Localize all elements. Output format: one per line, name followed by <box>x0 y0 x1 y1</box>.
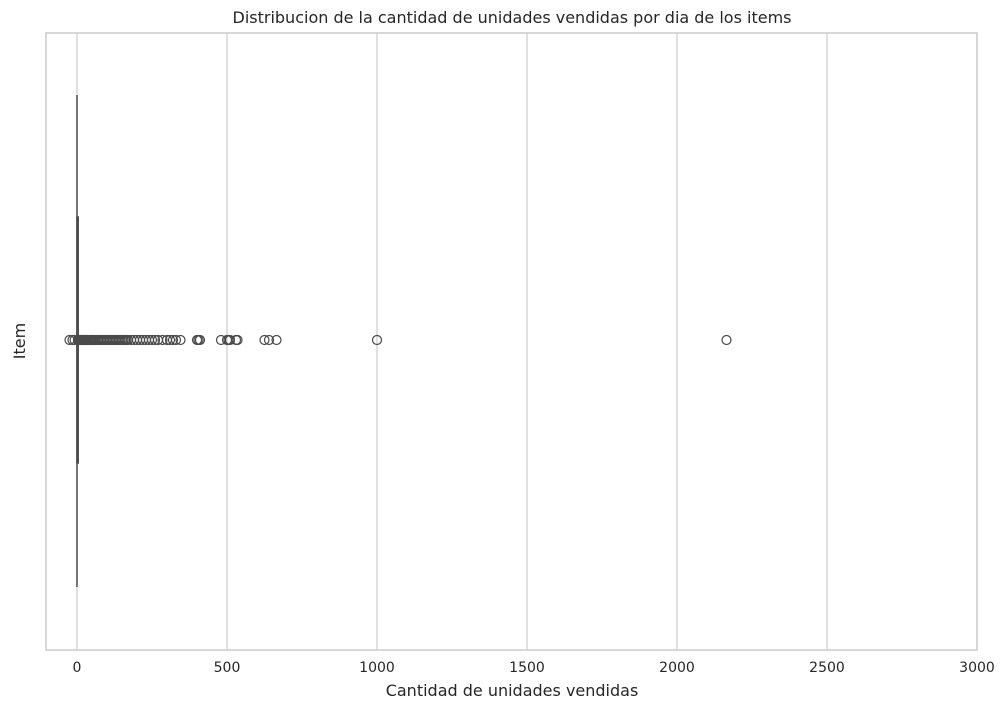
outlier-point-70 <box>259 334 270 346</box>
outlier-point-71 <box>263 334 275 346</box>
outlier-point-60 <box>175 334 186 346</box>
outlier-points <box>64 334 732 346</box>
plot-frame <box>45 32 978 651</box>
x-tick-label-1500: 1500 <box>509 660 545 676</box>
x-tick-label-0: 0 <box>73 660 82 676</box>
outlier-point-59 <box>170 334 182 346</box>
outlier-point-58 <box>167 334 179 346</box>
x-tick-label-1000: 1000 <box>359 660 395 676</box>
y-axis-label: Item <box>10 323 29 359</box>
outlier-point-67 <box>224 334 236 346</box>
x-tick-label-2000: 2000 <box>659 660 695 676</box>
outlier-point-52 <box>146 334 158 346</box>
x-tick-label-500: 500 <box>214 660 241 676</box>
outlier-point-72 <box>271 334 282 346</box>
outlier-point-57 <box>164 334 176 346</box>
outlier-point-73 <box>371 334 383 346</box>
outlier-point-55 <box>157 334 168 346</box>
x-tick-label-3000: 3000 <box>959 660 995 676</box>
x-axis-label: Cantidad de unidades vendidas <box>386 681 639 700</box>
outlier-point-53 <box>149 334 161 346</box>
gridlines <box>76 33 978 650</box>
x-tick-labels: 0 500 1000 1500 2000 2500 3000 <box>73 660 995 676</box>
outlier-point-74 <box>721 334 732 346</box>
outlier-point-69 <box>232 334 243 346</box>
x-tick-label-2500: 2500 <box>809 660 845 676</box>
outlier-point-63 <box>194 334 206 346</box>
chart-title: Distribucion de la cantidad de unidades … <box>233 8 792 27</box>
